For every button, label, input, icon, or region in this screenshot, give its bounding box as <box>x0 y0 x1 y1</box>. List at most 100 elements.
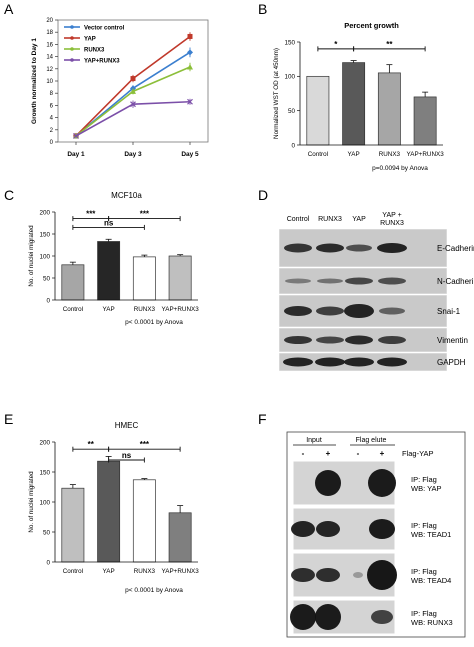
protein-band <box>284 306 312 316</box>
protein-band <box>315 470 341 496</box>
y-tick-label: 200 <box>39 209 50 216</box>
y-tick-label: 200 <box>39 439 50 446</box>
protein-band <box>285 278 311 284</box>
x-tick-label: RUNX3 <box>379 151 401 158</box>
significance-label: *** <box>140 440 150 449</box>
lane-label: RUNX3 <box>380 220 404 227</box>
chart-b: Percent growth Control YAP RUNX3 YAP+RUNX3 0 5… <box>273 21 444 172</box>
x-tick-label: YAP <box>103 568 115 575</box>
protein-band <box>291 521 315 537</box>
protein-band <box>317 278 343 284</box>
protein-label: N-Cadherine <box>437 277 474 286</box>
y-tick-label: 4 <box>50 116 54 122</box>
chart-title: MCF10a <box>111 191 142 200</box>
y-tick-label: 14 <box>46 55 53 61</box>
y-tick-label: 100 <box>39 499 50 506</box>
sign-label: + <box>380 449 385 458</box>
protein-band <box>290 604 316 630</box>
protein-band <box>284 336 312 344</box>
x-tick-label: Control <box>63 306 83 313</box>
lane-label: YAP + <box>382 212 401 219</box>
x-tick-label: Day 1 <box>67 151 85 158</box>
anova-note: p=0.0094 by Anova <box>372 165 428 172</box>
legend-marker <box>70 25 74 29</box>
bar <box>342 62 366 146</box>
protein-band <box>315 604 341 630</box>
bar <box>61 487 85 563</box>
x-tick-label: Day 5 <box>181 151 199 158</box>
protein-band <box>377 243 407 253</box>
bar <box>168 255 192 301</box>
data-point <box>187 98 193 105</box>
data-point <box>130 101 136 108</box>
y-tick-label: 150 <box>39 231 50 238</box>
wb-label: WB: RUNX3 <box>411 618 453 627</box>
bar <box>97 241 121 301</box>
protein-band <box>316 568 340 582</box>
y-tick-label: 2 <box>50 128 54 134</box>
protein-band <box>344 304 374 318</box>
significance-label: * <box>334 40 338 49</box>
anova-note: p< 0.0001 by Anova <box>125 587 183 594</box>
x-tick-label: Control <box>63 568 83 575</box>
legend-label: YAP <box>84 37 96 43</box>
protein-band <box>316 521 340 537</box>
legend-label: YAP+RUNX3 <box>84 59 120 65</box>
bar <box>306 75 330 146</box>
sign-label: + <box>326 449 331 458</box>
x-tick-label: RUNX3 <box>134 568 156 575</box>
data-point <box>130 88 136 94</box>
ip-label: IP: Flag <box>411 609 437 618</box>
chart-title: Percent growth <box>344 21 399 30</box>
panel-label-b: B <box>258 1 267 17</box>
protein-band <box>315 357 345 367</box>
x-tick-label: YAP+RUNX3 <box>162 568 200 575</box>
group-label: Input <box>306 437 322 444</box>
bar <box>377 72 401 146</box>
chart-a: 0 2 4 6 8 10 12 14 16 18 20 Day 1 Day 3 Day 5 Growth n… <box>31 18 209 158</box>
wb-label: WB: YAP <box>411 484 442 493</box>
y-tick-label: 0 <box>291 142 295 149</box>
y-axis-label: Growth normalized to Day 1 <box>31 38 38 124</box>
protein-band <box>379 307 405 315</box>
group-label: Flag elute <box>356 437 387 444</box>
y-axis-label: Normalized WST OD (at 450nm) <box>273 48 280 139</box>
y-tick-label: 0 <box>46 297 50 304</box>
panel-label-d: D <box>258 187 268 203</box>
ip-label: IP: Flag <box>411 521 437 530</box>
protein-band <box>316 306 344 316</box>
protein-band <box>284 243 312 253</box>
wb-label: WB: TEAD1 <box>411 530 451 539</box>
y-tick-label: 6 <box>50 103 54 109</box>
panel-label-c: C <box>4 187 14 203</box>
bar <box>168 512 192 563</box>
y-tick-label: 50 <box>288 108 296 115</box>
x-tick-label: RUNX3 <box>134 306 156 313</box>
protein-band <box>378 336 406 344</box>
lane-label: RUNX3 <box>318 216 342 223</box>
protein-band <box>378 277 406 285</box>
protein-band <box>283 357 313 367</box>
y-axis-label: No. of nuclei migrated <box>28 225 35 287</box>
protein-band <box>291 568 315 582</box>
data-point <box>187 63 193 70</box>
significance-label: *** <box>86 210 96 219</box>
y-tick-label: 50 <box>43 275 51 282</box>
protein-band <box>371 610 393 624</box>
x-tick-label: YAP <box>103 306 115 313</box>
y-axis-label: No. of nuclei migrated <box>28 471 35 533</box>
legend-label: RUNX3 <box>84 48 105 54</box>
y-tick-label: 10 <box>46 79 53 85</box>
panel-label-f: F <box>258 411 267 427</box>
y-tick-label: 150 <box>39 469 50 476</box>
data-point <box>130 76 136 82</box>
bar <box>132 479 156 563</box>
protein-band <box>345 335 373 345</box>
protein-band <box>369 519 395 539</box>
legend-label: Vector control <box>84 26 125 32</box>
protein-band <box>316 243 344 253</box>
protein-band <box>377 357 407 367</box>
ip-label: IP: Flag <box>411 567 437 576</box>
